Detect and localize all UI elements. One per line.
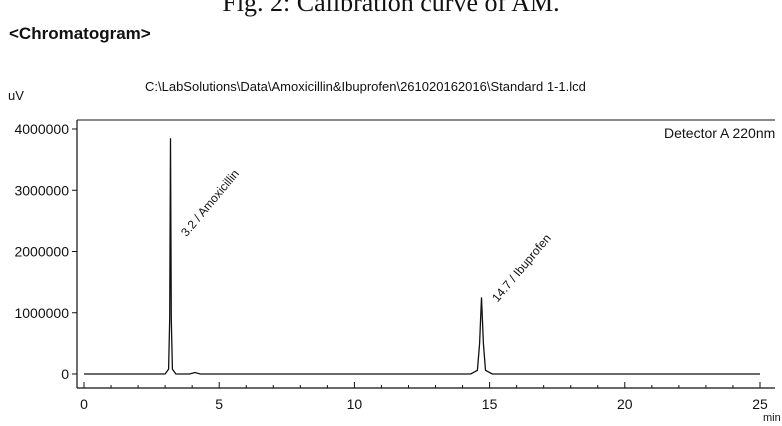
x-tick-label: 10 [347, 396, 363, 412]
x-axis-ticks: 0 5 10 15 20 25 [80, 382, 768, 412]
x-tick-label: 15 [482, 396, 498, 412]
peak-label: 14.7 / Ibuprofen [489, 231, 554, 304]
y-tick-label: 3000000 [14, 182, 69, 198]
section-heading: <Chromatogram> [9, 24, 151, 43]
y-tick-label: 4000000 [14, 121, 69, 137]
y-axis-unit-label: uV [8, 88, 24, 103]
x-tick-label: 5 [215, 396, 223, 412]
y-axis-ticks: 4000000 3000000 2000000 1000000 0 [14, 121, 77, 382]
chromatogram-trace [84, 138, 760, 375]
x-tick-label: 0 [80, 396, 88, 412]
x-tick-label: 25 [752, 396, 768, 412]
peak-label: 3.2 / Amoxicillin [178, 167, 242, 239]
figure-caption: Fig. 2: Calibration curve of AM. [222, 0, 560, 17]
chart-title: C:\LabSolutions\Data\Amoxicillin&Ibuprof… [145, 79, 586, 94]
y-tick-label: 0 [61, 366, 69, 382]
plot-frame [76, 119, 775, 389]
detector-label: Detector A 220nm [664, 125, 775, 141]
x-tick-label: 20 [617, 396, 633, 412]
peak-labels: 3.2 / Amoxicillin 14.7 / Ibuprofen [178, 167, 554, 305]
x-axis-unit-label: min [763, 412, 781, 424]
y-tick-label: 2000000 [14, 244, 69, 260]
y-tick-label: 1000000 [14, 305, 69, 321]
